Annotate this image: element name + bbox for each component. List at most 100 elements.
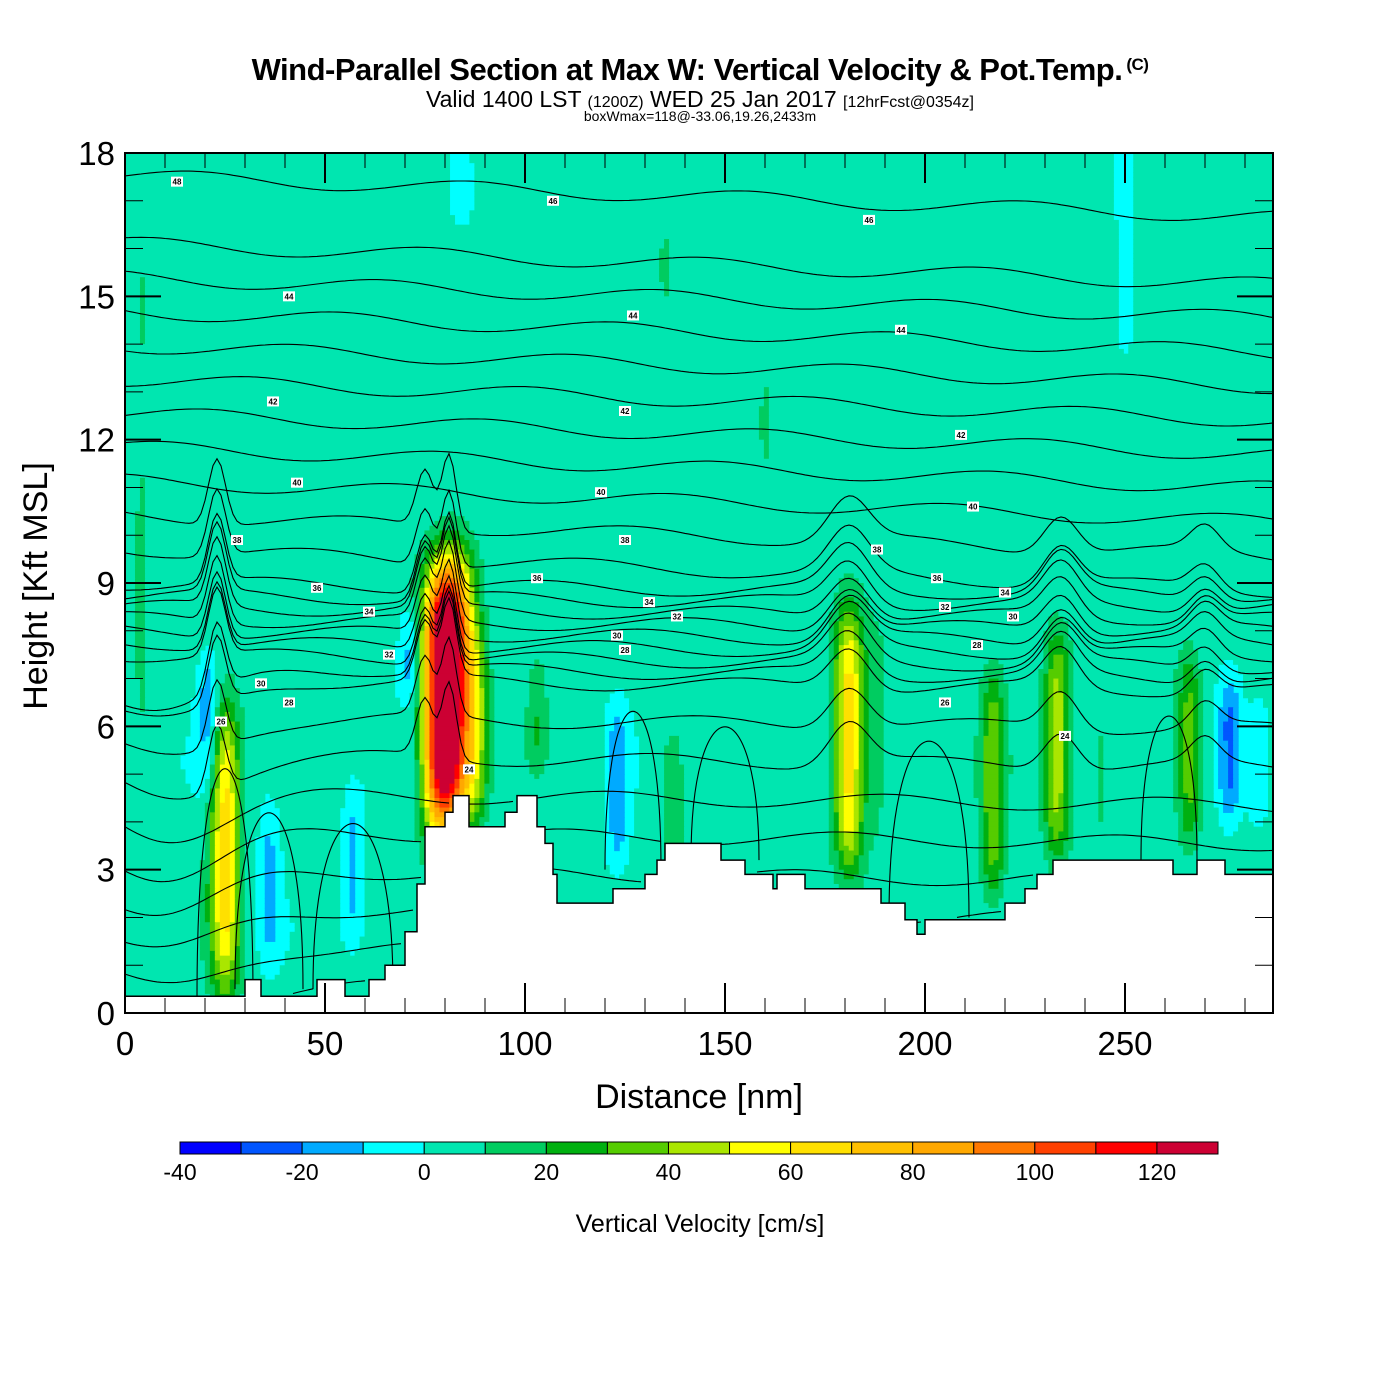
field-cell	[424, 592, 431, 598]
field-cell	[1048, 712, 1054, 718]
field-cell	[125, 907, 201, 914]
field-cell	[1198, 755, 1204, 761]
field-cell	[125, 592, 136, 598]
field-cell	[1268, 726, 1273, 732]
field-cell	[489, 697, 495, 704]
field-cell	[125, 153, 451, 159]
field-cell	[429, 578, 436, 584]
isentrope-label-bg	[283, 291, 295, 302]
field-cell	[234, 774, 241, 780]
field-cell	[469, 673, 475, 680]
field-cell	[219, 688, 241, 694]
field-cell	[214, 726, 221, 732]
field-cell	[494, 740, 525, 747]
field-cell	[1198, 697, 1204, 704]
field-cell	[1073, 716, 1174, 723]
field-cell	[484, 669, 490, 675]
field-cell	[474, 726, 480, 732]
field-cell	[474, 745, 480, 751]
field-cell	[1053, 745, 1064, 751]
field-cell	[1203, 697, 1214, 704]
field-cell	[549, 726, 605, 732]
field-cell	[464, 583, 470, 589]
isentrope-label: 44	[895, 324, 907, 335]
field-cell	[469, 210, 1114, 216]
field-cell	[684, 826, 830, 833]
field-cell	[125, 157, 451, 164]
field-cell	[125, 755, 181, 761]
field-cell	[983, 664, 1005, 670]
field-cell	[434, 597, 441, 603]
field-cell	[1008, 740, 1040, 747]
field-cell	[125, 401, 765, 407]
field-cell	[1203, 793, 1214, 799]
field-cell	[494, 755, 525, 761]
field-cell	[209, 778, 216, 785]
isentrope-label: 32	[939, 601, 951, 612]
field-cell	[244, 826, 261, 833]
field-cell	[434, 568, 441, 575]
field-cell	[1228, 745, 1234, 751]
field-cell	[409, 697, 416, 704]
field-cell	[978, 716, 985, 723]
field-cell	[209, 965, 216, 971]
field-cell	[439, 583, 456, 589]
field-cell	[828, 702, 835, 708]
field-cell	[234, 884, 241, 890]
field-cell	[459, 726, 466, 732]
field-cell	[134, 535, 146, 541]
field-cell	[469, 592, 475, 598]
field-cell	[234, 864, 241, 871]
field-cell	[134, 597, 146, 603]
field-cell	[833, 640, 840, 646]
field-cell	[469, 798, 475, 804]
field-cell	[424, 793, 431, 799]
field-cell	[1053, 712, 1064, 718]
field-cell	[863, 616, 875, 622]
field-cell	[1063, 702, 1069, 708]
field-cell	[459, 678, 466, 684]
field-cell	[125, 606, 136, 613]
field-cell	[214, 965, 221, 971]
isentrope-label: 30	[255, 678, 267, 689]
colorbar-tick-label: 120	[1138, 1159, 1176, 1185]
field-cell	[973, 750, 985, 756]
field-cell	[484, 721, 490, 727]
field-cell	[1073, 826, 1179, 833]
field-cell	[1173, 673, 1184, 680]
field-cell	[144, 535, 426, 541]
field-cell	[479, 626, 485, 632]
field-cell	[479, 678, 485, 684]
field-cell	[1218, 740, 1229, 747]
field-cell	[1178, 721, 1184, 727]
field-cell	[409, 616, 416, 622]
field-cell	[1178, 826, 1184, 833]
isentrope-48	[125, 170, 1273, 221]
field-cell	[1063, 745, 1069, 751]
field-cell	[464, 707, 470, 713]
field-cell	[284, 869, 341, 876]
field-cell	[1043, 817, 1049, 823]
field-cell	[139, 282, 146, 288]
field-cell	[214, 955, 236, 962]
field-cell	[1063, 688, 1069, 694]
field-cell	[1068, 735, 1074, 742]
field-cell	[978, 807, 985, 813]
field-cell	[204, 669, 211, 675]
field-cell	[549, 731, 605, 737]
field-cell	[414, 606, 421, 613]
field-cell	[838, 817, 845, 823]
field-cell	[1228, 769, 1234, 775]
field-cell	[1103, 783, 1174, 790]
field-cell	[1048, 802, 1054, 809]
field-cell	[214, 874, 221, 880]
field-cell	[239, 965, 246, 971]
field-cell	[534, 726, 540, 732]
field-cell	[1068, 821, 1074, 828]
x-tick-label: 150	[697, 1025, 752, 1062]
field-cell	[768, 454, 1273, 460]
field-cell	[434, 611, 461, 618]
field-cell	[224, 735, 231, 742]
field-cell	[424, 712, 431, 718]
field-cell	[469, 731, 475, 737]
